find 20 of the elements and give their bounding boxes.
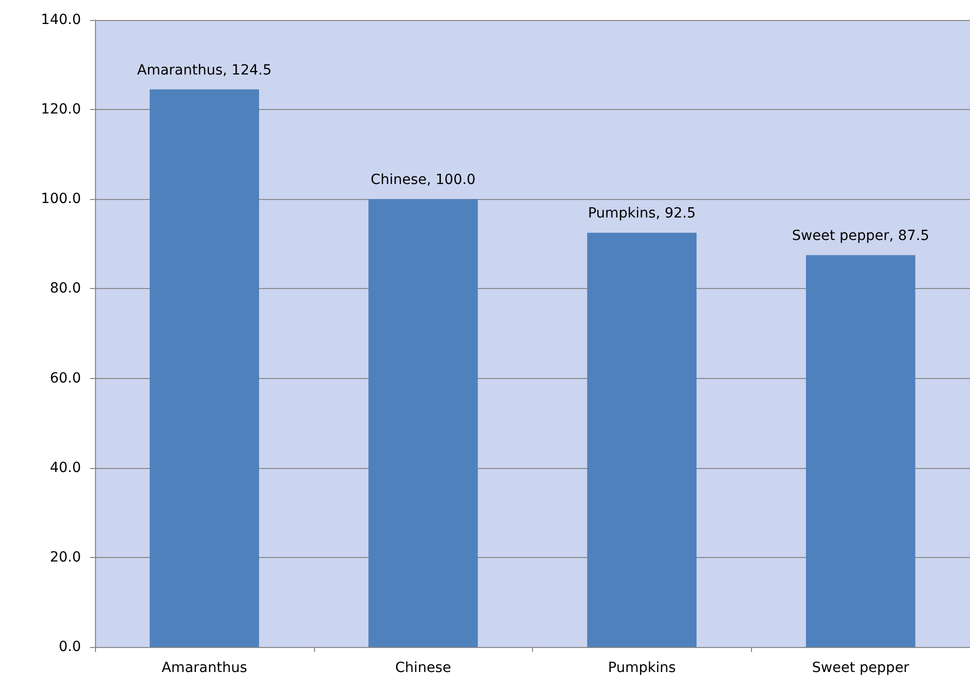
bar: [587, 232, 697, 647]
y-tick-label: 80.0: [50, 280, 81, 297]
y-tick-label: 100.0: [40, 191, 81, 208]
bar: [806, 255, 916, 647]
y-tick-label: 120.0: [40, 102, 81, 118]
y-tick-label: 40.0: [50, 460, 81, 476]
y-tick-label: 140.0: [40, 12, 81, 28]
x-tick-label: Pumpkins: [608, 660, 676, 676]
bar: [150, 89, 260, 647]
data-label: Sweet pepper, 87.5: [792, 228, 930, 244]
y-tick-label: 60.0: [50, 370, 81, 386]
data-label: Amaranthus, 124.5: [137, 62, 272, 78]
x-tick-label: Amaranthus: [162, 660, 248, 676]
data-label: Pumpkins, 92.5: [588, 206, 696, 222]
x-tick-label: Chinese: [395, 660, 452, 676]
y-tick-label: 0.0: [58, 639, 81, 655]
bar: [368, 199, 478, 647]
data-label: Chinese, 100.0: [370, 172, 476, 188]
y-tick-label: 20.0: [50, 549, 81, 566]
x-tick-label: Sweet pepper: [812, 660, 910, 676]
